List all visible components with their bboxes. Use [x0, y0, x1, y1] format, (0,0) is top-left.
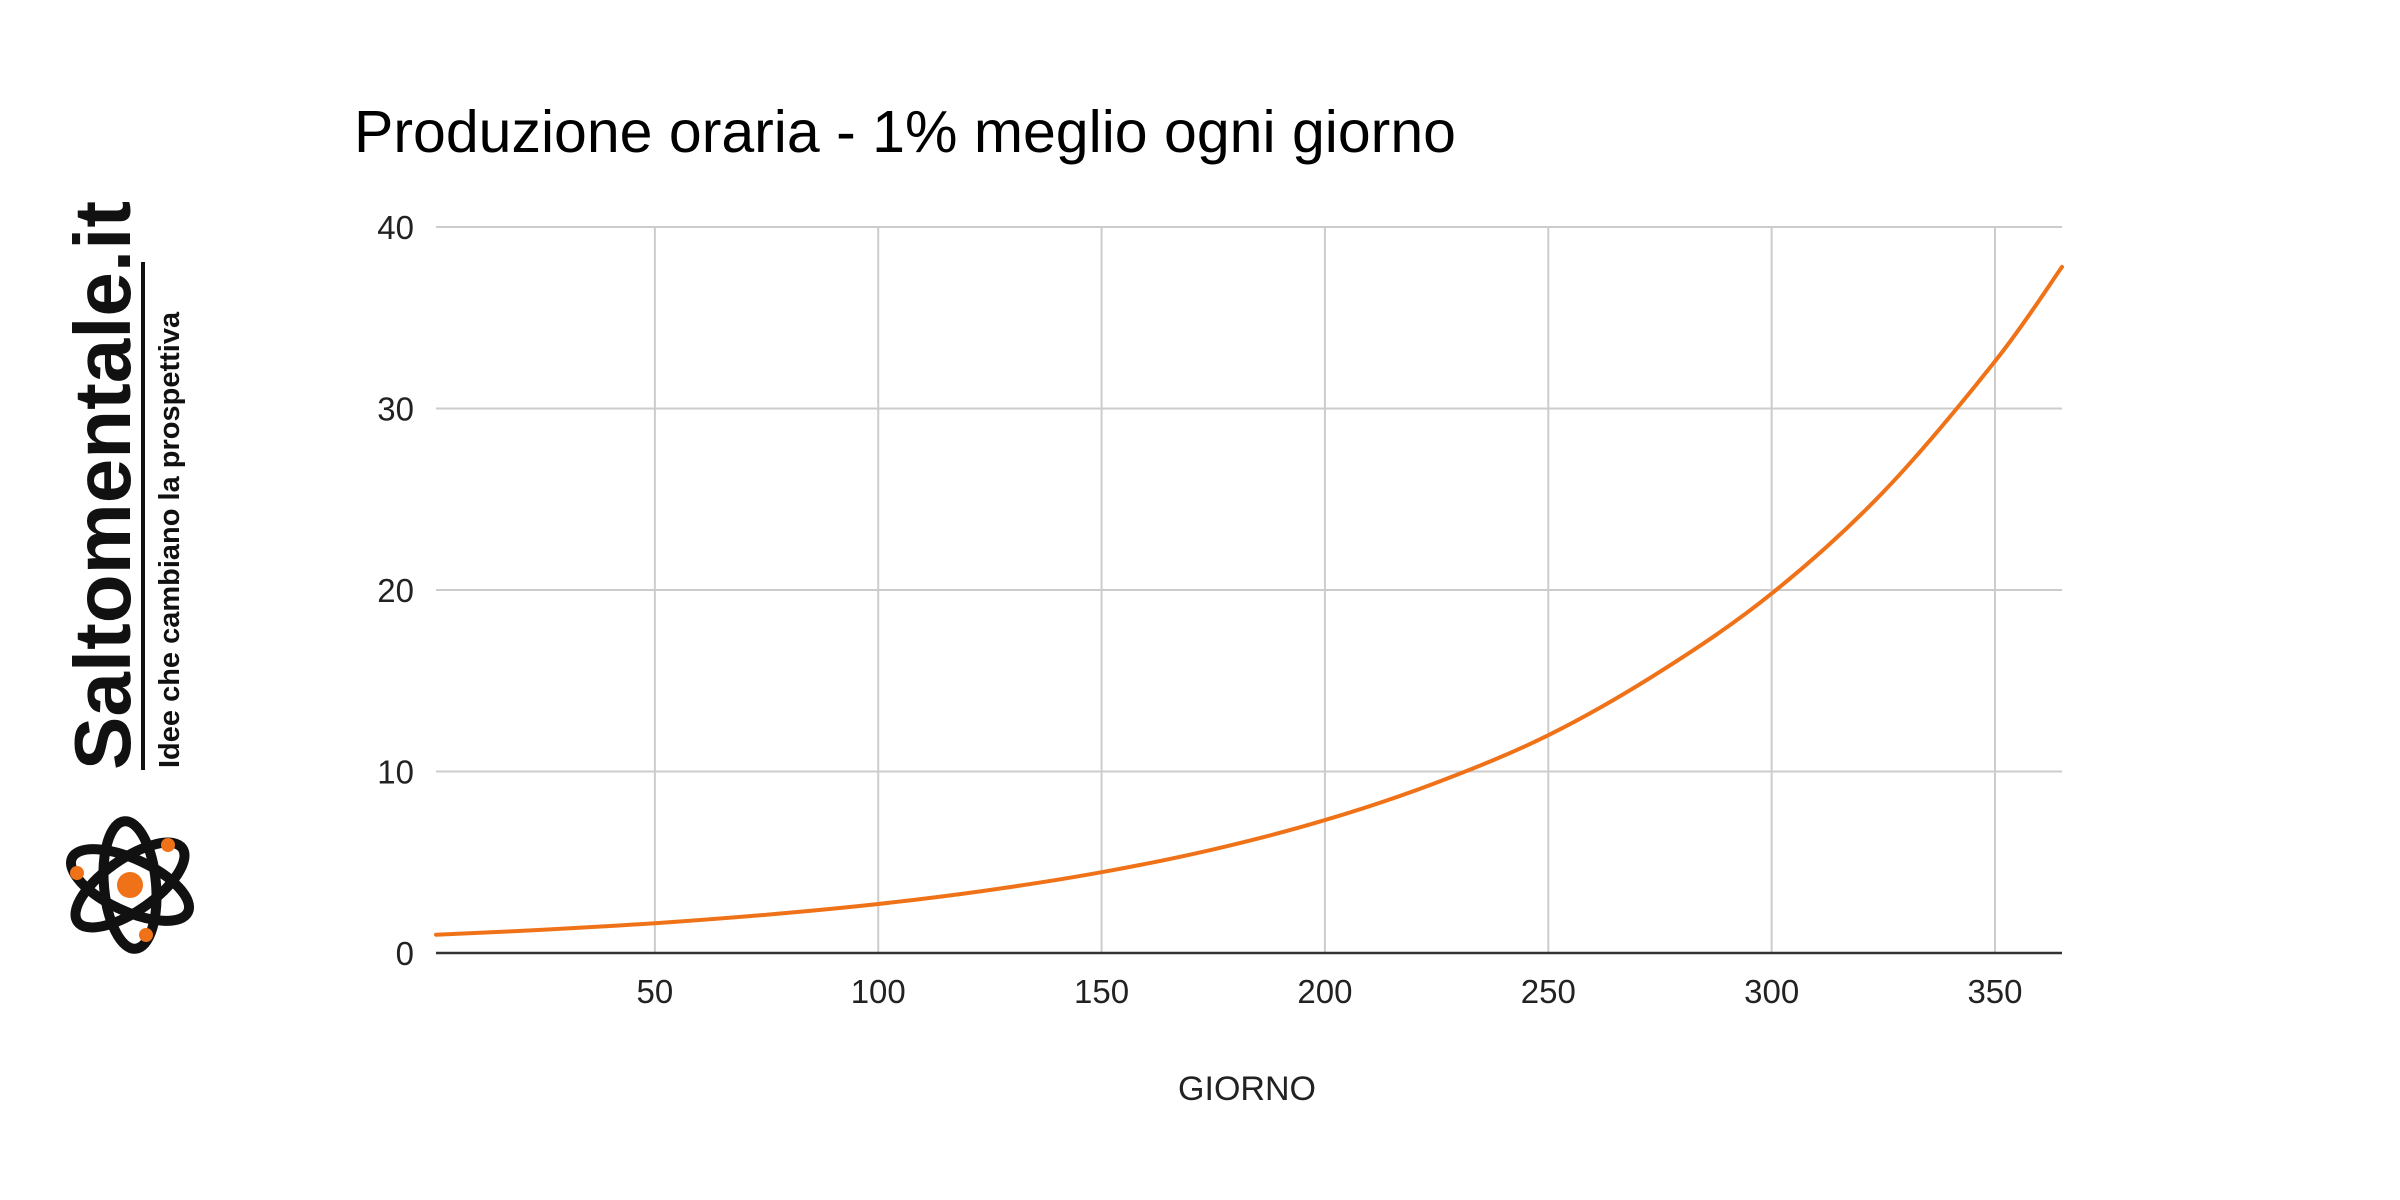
gridlines [436, 226, 2062, 953]
x-tick-label: 100 [851, 973, 906, 1010]
x-tick-label: 200 [1297, 973, 1352, 1010]
brand-name: Saltomentale [58, 272, 147, 770]
tick-labels: 0 10 20 30 40 50 100 150 200 250 300 350 [377, 209, 2022, 1010]
x-tick-label: 350 [1967, 973, 2022, 1010]
x-tick-label: 300 [1744, 973, 1799, 1010]
x-tick-label: 50 [637, 973, 674, 1010]
series-layer [434, 264, 2064, 937]
x-tick-label: 150 [1074, 973, 1129, 1010]
series-line [434, 264, 2064, 937]
x-tick-label: 250 [1521, 973, 1576, 1010]
y-tick-label: 40 [377, 209, 414, 246]
y-tick-label: 30 [377, 391, 414, 428]
chart-title: Produzione oraria - 1% meglio ogni giorn… [354, 99, 1456, 165]
brand-name-text: Saltomentale.it [58, 201, 147, 770]
brand-tagline: Idee che cambiano la prospettiva [154, 311, 186, 768]
y-tick-label: 20 [377, 572, 414, 609]
atom-icon [65, 816, 195, 954]
y-tick-label: 0 [396, 935, 414, 972]
brand-logo: Saltomentale.it Idee che cambiano la pro… [58, 201, 195, 954]
brand-domain-suffix: .it [58, 201, 147, 272]
x-axis-title: GIORNO [1178, 1070, 1316, 1108]
y-tick-label: 10 [377, 754, 414, 791]
